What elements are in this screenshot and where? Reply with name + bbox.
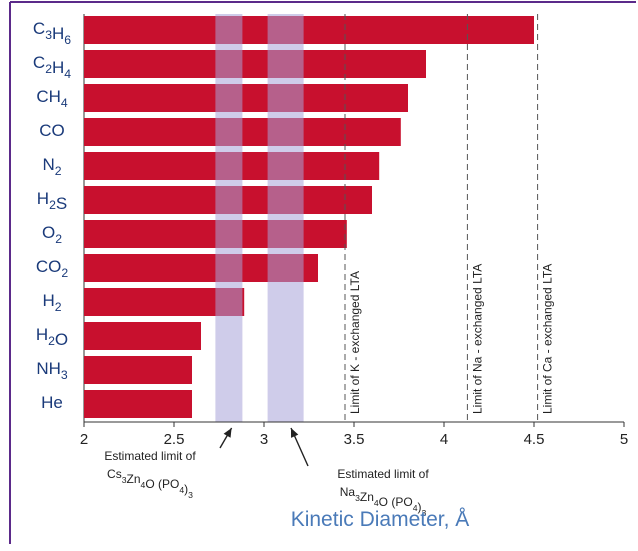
category-part: S [56,194,67,213]
annotation-formula: Na3Zn4O (PO4)3 [340,485,427,518]
bar [84,322,201,350]
bar [84,390,192,418]
category-label: H2O [36,325,68,349]
category-part: O [42,223,55,242]
formula-part: ) [417,500,421,514]
formula-subscript: 3 [122,475,127,485]
limit-line-label: Limit of Ca - exchanged LTA [541,264,555,414]
formula-subscript: 3 [188,490,193,500]
formula-part: Zn [360,490,374,504]
x-tick-label: 2.5 [164,431,185,448]
limit-lines: Limit of K - exchanged LTA Limit of Na - … [344,14,555,422]
annotation-arrowhead [291,428,299,438]
estimated-limit-band [215,14,243,422]
category-label: H2S [37,189,67,213]
annotation-arrowhead [223,428,232,438]
formula-subscript: 3 [421,508,426,518]
category-part: N [42,155,54,174]
category-label: CO2 [36,257,69,280]
formula-subscript: 3 [355,493,360,503]
figure-frame [9,1,636,544]
formula-subscript: 4 [141,480,146,490]
category-subscript: 3 [45,28,52,42]
x-tick-label: 4.5 [524,431,545,448]
category-subscript: 3 [61,368,68,382]
estimated-limit-band [267,14,304,422]
x-tick-label: 4 [440,431,448,448]
formula-subscript: 4 [413,503,418,513]
formula-part: O (PO [379,495,413,509]
bar [84,16,534,44]
category-part: NH [36,359,61,378]
category-part: H [52,58,64,77]
category-part: H [52,24,64,43]
category-part: H [37,189,49,208]
category-subscript: 2 [55,232,62,246]
category-label: O2 [42,223,62,246]
category-subscript: 2 [45,62,52,76]
category-label: CO [39,121,65,140]
formula-part: Zn [127,472,141,486]
annotation-title: Estimated limit of [337,467,429,481]
category-part: O [55,330,68,349]
annotation-formula: Cs3Zn4O (PO4)3 [107,467,193,500]
category-label: N2 [42,155,61,178]
category-part: C [33,53,45,72]
category-part: C [33,19,45,38]
formula-subscript: 4 [179,485,184,495]
x-tick-label: 5 [620,431,628,448]
formula-part: O (PO [145,477,179,491]
category-part: CO [36,257,62,276]
formula-subscript: 4 [374,498,379,508]
x-tick-label: 3 [260,431,268,448]
bar [84,356,192,384]
category-part: CH [36,87,61,106]
limit-line-label: Limit of K - exchanged LTA [348,271,362,414]
category-part: H [42,291,54,310]
formula-part: Na [340,485,356,499]
category-part: He [41,393,63,412]
category-label: He [41,393,63,412]
x-axis-label: Kinetic Diameter, Å [291,508,470,531]
category-label: C2H4 [33,53,71,81]
bar [84,50,426,78]
x-axis: 2 2.5 3 3.5 4 4.5 5 [80,421,628,448]
category-subscript: 2 [49,198,56,212]
limit-line-label: Limit of Na - exchanged LTA [470,264,484,414]
x-tick-label: 2 [80,431,88,448]
x-tick-label: 3.5 [344,431,365,448]
category-subscript: 4 [61,96,68,110]
category-subscript: 2 [55,300,62,314]
bar [84,84,408,112]
category-label: NH3 [36,359,68,382]
bars-group [84,16,534,418]
category-subscript: 2 [61,266,68,280]
category-subscript: 6 [64,33,71,47]
category-part: CO [39,121,65,140]
estimated-limit-bands [215,14,304,422]
category-label: C3H6 [33,19,71,47]
category-subscript: 2 [55,164,62,178]
category-subscript: 2 [48,334,55,348]
category-label: H2 [42,291,61,314]
category-part: H [36,325,48,344]
category-label: CH4 [36,87,68,110]
annotation-title: Estimated limit of [104,449,196,463]
category-subscript: 4 [64,67,71,81]
formula-part: Cs [107,467,122,481]
formula-part: ) [184,482,188,496]
